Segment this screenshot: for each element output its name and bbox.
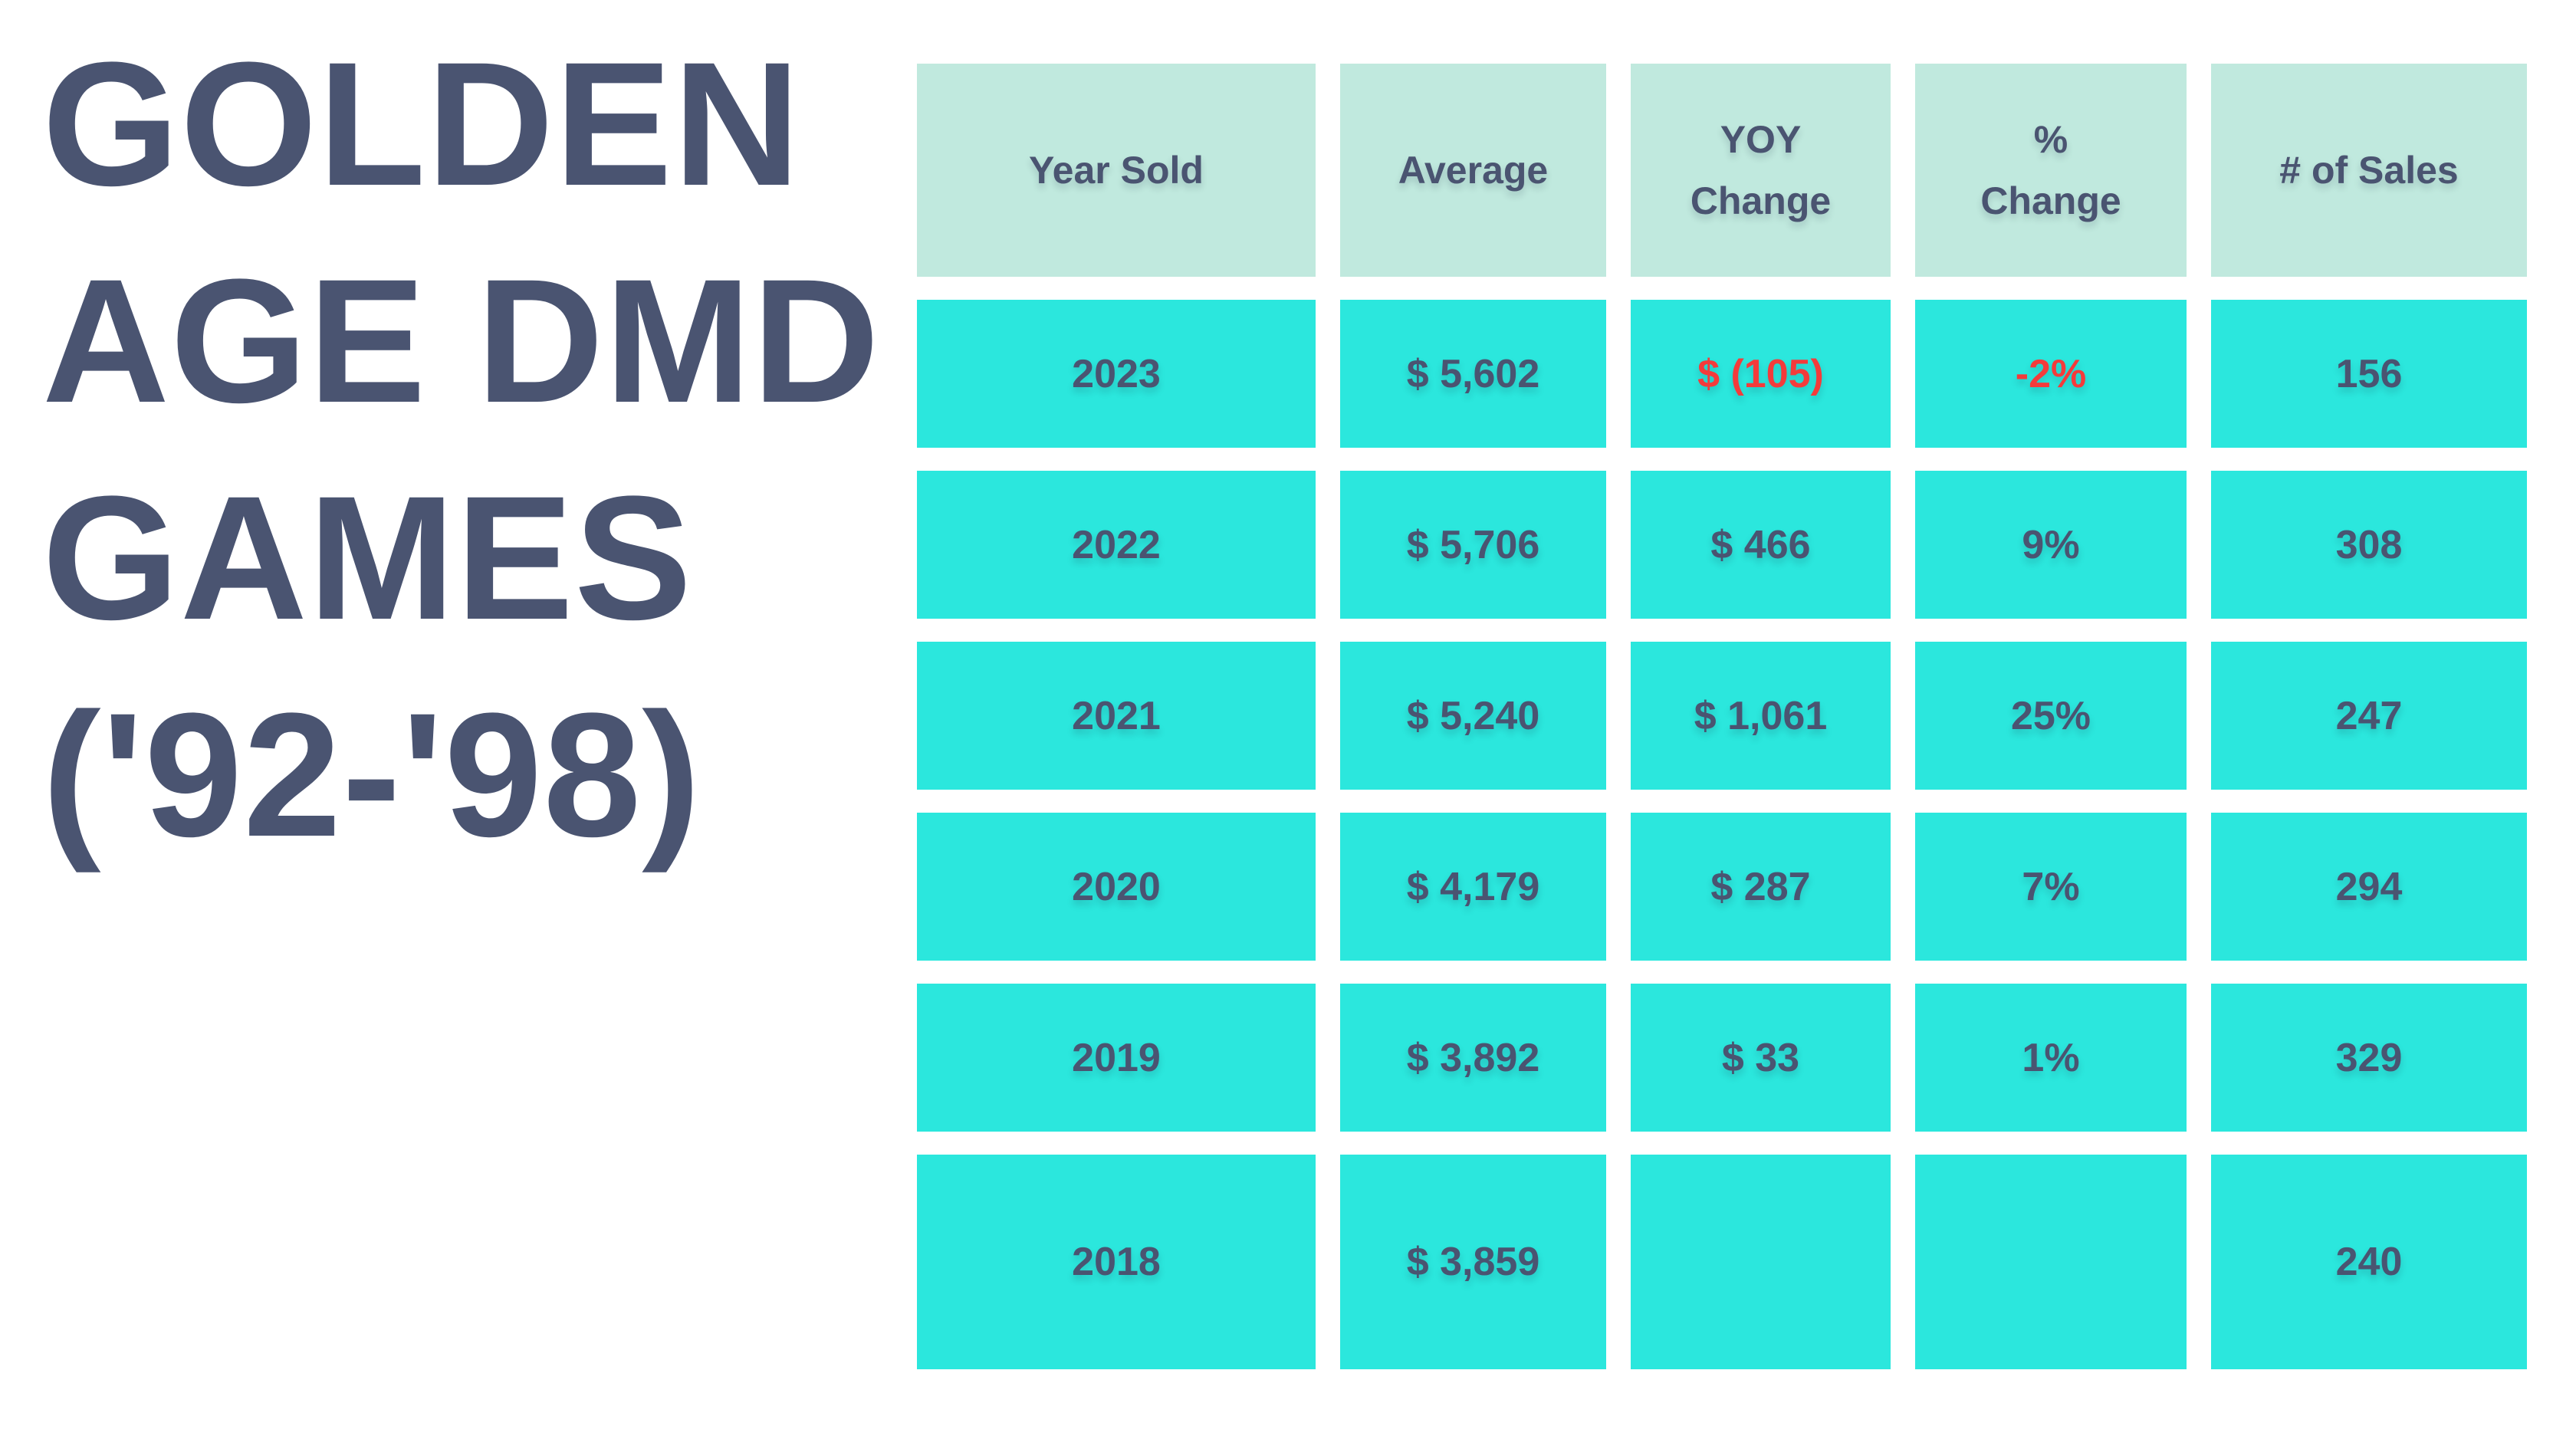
table-cell-average: $ 3,859 — [1340, 1155, 1606, 1369]
table-cell-pct-change: 1% — [1915, 984, 2187, 1132]
column-header-year-sold: Year Sold — [917, 64, 1316, 277]
column-header-yoy-change: YOY Change — [1631, 64, 1891, 277]
table-cell-num-sales: 247 — [2211, 642, 2527, 790]
table-cell-pct-change — [1915, 1155, 2187, 1369]
table-cell-pct-change: -2% — [1915, 300, 2187, 448]
table-cell-year: 2023 — [917, 300, 1316, 448]
title-line-4: ('92-'98) — [42, 676, 702, 873]
table-cell-year: 2020 — [917, 813, 1316, 961]
column-header-pct-change: % Change — [1915, 64, 2187, 277]
table-cell-num-sales: 329 — [2211, 984, 2527, 1132]
table-cell-average: $ 5,602 — [1340, 300, 1606, 448]
table-cell-pct-change: 9% — [1915, 471, 2187, 619]
title-line-1: GOLDEN — [42, 25, 801, 222]
table-cell-num-sales: 156 — [2211, 300, 2527, 448]
table-cell-average: $ 5,240 — [1340, 642, 1606, 790]
table-cell-yoy-change: $ 287 — [1631, 813, 1891, 961]
table-cell-year: 2021 — [917, 642, 1316, 790]
table-cell-average: $ 4,179 — [1340, 813, 1606, 961]
column-header-num-sales: # of Sales — [2211, 64, 2527, 277]
column-header-label: YOY Change — [1690, 118, 1832, 222]
table-cell-num-sales: 294 — [2211, 813, 2527, 961]
column-header-label: Year Sold — [1029, 149, 1204, 192]
table-cell-pct-change: 7% — [1915, 813, 2187, 961]
table-cell-num-sales: 240 — [2211, 1155, 2527, 1369]
title-line-3: GAMES — [42, 459, 693, 656]
column-header-label: Average — [1398, 149, 1549, 192]
table-cell-average: $ 5,706 — [1340, 471, 1606, 619]
table-cell-yoy-change: $ 466 — [1631, 471, 1891, 619]
sales-table: Year Sold Average YOY Change % Change # … — [917, 64, 2527, 1369]
column-header-label: # of Sales — [2279, 149, 2459, 192]
table-cell-yoy-change: $ 1,061 — [1631, 642, 1891, 790]
table-cell-pct-change: 25% — [1915, 642, 2187, 790]
table-cell-yoy-change: $ 33 — [1631, 984, 1891, 1132]
table-cell-num-sales: 308 — [2211, 471, 2527, 619]
column-header-label: % Change — [1980, 118, 2121, 222]
table-cell-year: 2022 — [917, 471, 1316, 619]
table-cell-yoy-change: $ (105) — [1631, 300, 1891, 448]
table-cell-year: 2019 — [917, 984, 1316, 1132]
table-cell-year: 2018 — [917, 1155, 1316, 1369]
page-title: GOLDEN AGE DMD GAMES ('92-'98) — [42, 15, 880, 883]
table-cell-average: $ 3,892 — [1340, 984, 1606, 1132]
title-line-2: AGE DMD — [42, 242, 881, 439]
table-cell-yoy-change — [1631, 1155, 1891, 1369]
column-header-average: Average — [1340, 64, 1606, 277]
